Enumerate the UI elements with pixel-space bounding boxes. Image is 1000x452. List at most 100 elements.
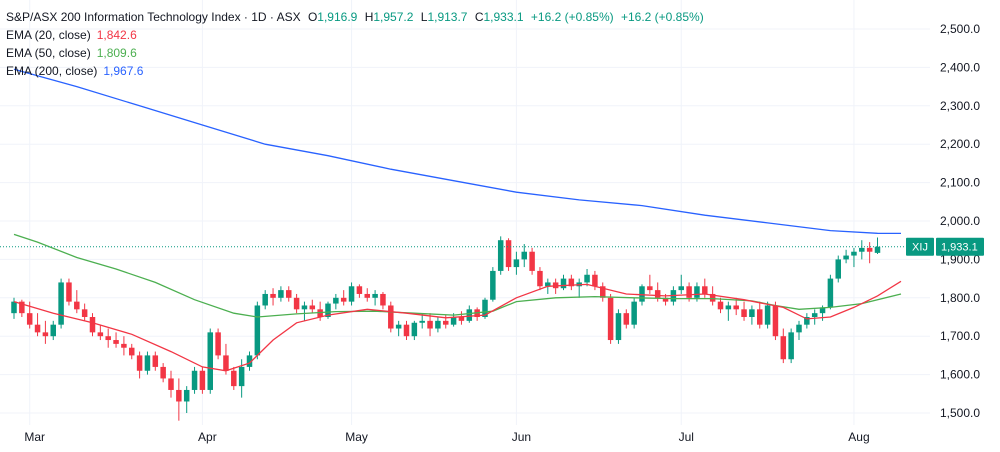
x-tick-label: Apr xyxy=(198,430,217,444)
candle-body xyxy=(50,324,56,337)
candle-body xyxy=(804,317,810,325)
candle-body xyxy=(733,305,739,310)
candle-body xyxy=(796,324,802,333)
candle-body xyxy=(639,286,645,302)
candle-body xyxy=(348,286,355,302)
candle-body xyxy=(513,259,520,268)
candle-body xyxy=(694,286,700,298)
candle-body xyxy=(859,247,865,252)
candle-body xyxy=(199,370,206,390)
candle-body xyxy=(560,278,567,289)
legend-title: S&P/ASX 200 Information Technology Index… xyxy=(6,10,301,24)
candle-body xyxy=(419,320,425,323)
y-tick-label: 2,500.0 xyxy=(940,22,980,36)
candle-body xyxy=(89,317,96,333)
candle-body xyxy=(584,274,590,283)
candle-body xyxy=(395,324,402,329)
x-tick-label: Aug xyxy=(848,430,869,444)
candle-body xyxy=(66,282,72,302)
candle-body xyxy=(26,313,33,325)
candle-body xyxy=(58,282,64,325)
y-tick-label: 1,900.0 xyxy=(940,252,980,266)
candle-body xyxy=(874,246,881,253)
candle-body xyxy=(490,270,496,300)
price-tag-symbol: XIJ xyxy=(912,242,928,254)
candle-body xyxy=(388,305,394,329)
candle-body xyxy=(301,305,308,310)
x-tick-label: Jul xyxy=(679,430,694,444)
candle-body xyxy=(545,282,551,287)
candle-body xyxy=(788,332,794,360)
candle-body xyxy=(136,355,143,371)
candle-body xyxy=(262,293,268,306)
candle-body xyxy=(717,301,724,310)
y-tick-label: 1,700.0 xyxy=(940,329,980,343)
candle-body xyxy=(764,305,771,325)
legend-high-label: H xyxy=(364,10,374,24)
y-tick-label: 2,100.0 xyxy=(940,176,980,190)
candle-body xyxy=(835,259,841,279)
candle-body xyxy=(827,278,834,308)
candle-body xyxy=(607,297,614,341)
legend-ema200-value: 1,967.6 xyxy=(103,64,144,78)
candle-body xyxy=(19,301,25,314)
candle-body xyxy=(466,309,473,321)
price-tag-value: 1,933.1 xyxy=(941,242,978,254)
legend-close: C1,933.1 xyxy=(475,10,524,24)
x-tick-label: Jun xyxy=(512,430,531,444)
legend-ema200-row[interactable]: EMA (200, close) 1,967.6 xyxy=(6,62,704,80)
y-tick-label: 1,500.0 xyxy=(940,406,980,420)
candle-body xyxy=(615,313,622,341)
candle-body xyxy=(811,313,818,317)
candle-body xyxy=(121,343,127,348)
candle-body xyxy=(537,270,543,287)
candle-body xyxy=(749,309,755,317)
candle-body xyxy=(238,366,245,387)
legend-ema200-label: EMA (200, close) xyxy=(6,64,98,78)
candle-body xyxy=(183,389,190,402)
candle-body xyxy=(364,293,370,298)
legend-title-row: S&P/ASX 200 Information Technology Index… xyxy=(6,8,704,26)
candle-body xyxy=(678,286,684,291)
price-tag-symbol-bg xyxy=(906,237,934,256)
price-tag-value-bg xyxy=(936,237,984,256)
candle-body xyxy=(152,355,159,367)
candle-body xyxy=(168,378,174,390)
candle-body xyxy=(866,247,873,252)
candle-body xyxy=(356,286,363,294)
candle-body xyxy=(772,305,779,337)
candle-body xyxy=(333,297,339,304)
x-tick-label: May xyxy=(345,430,368,444)
legend-open-value: 1,916.9 xyxy=(317,10,358,24)
legend-low: L1,913.7 xyxy=(421,10,468,24)
legend-high: H1,957.2 xyxy=(365,10,414,24)
candle-body xyxy=(497,240,504,271)
candle-body xyxy=(246,355,253,367)
candle-body xyxy=(97,332,104,337)
candle-body xyxy=(34,324,41,333)
y-tick-label: 2,400.0 xyxy=(940,60,980,74)
candle-body xyxy=(105,336,111,341)
candle-body xyxy=(741,309,747,317)
ema20-line xyxy=(13,280,902,372)
candle-body xyxy=(309,305,316,310)
candle-body xyxy=(231,370,237,387)
legend-change: +16.2 (+0.85%) xyxy=(530,10,614,24)
ema200-line xyxy=(13,68,902,235)
legend-high-value: 1,957.2 xyxy=(373,10,414,24)
candle-body xyxy=(144,355,151,371)
legend-ema20-value: 1,842.6 xyxy=(96,28,137,42)
candle-body xyxy=(427,320,433,329)
candle-body xyxy=(725,305,732,310)
legend-ema50-value: 1,809.6 xyxy=(96,46,137,60)
candle-body xyxy=(780,336,787,360)
candle-body xyxy=(293,297,300,310)
candle-body xyxy=(851,251,857,256)
candle-body xyxy=(191,370,198,390)
candle-body xyxy=(654,290,661,298)
legend-ema20-row[interactable]: EMA (20, close) 1,842.6 xyxy=(6,26,704,44)
candle-body xyxy=(843,255,849,260)
legend-ema50-row[interactable]: EMA (50, close) 1,809.6 xyxy=(6,44,704,62)
